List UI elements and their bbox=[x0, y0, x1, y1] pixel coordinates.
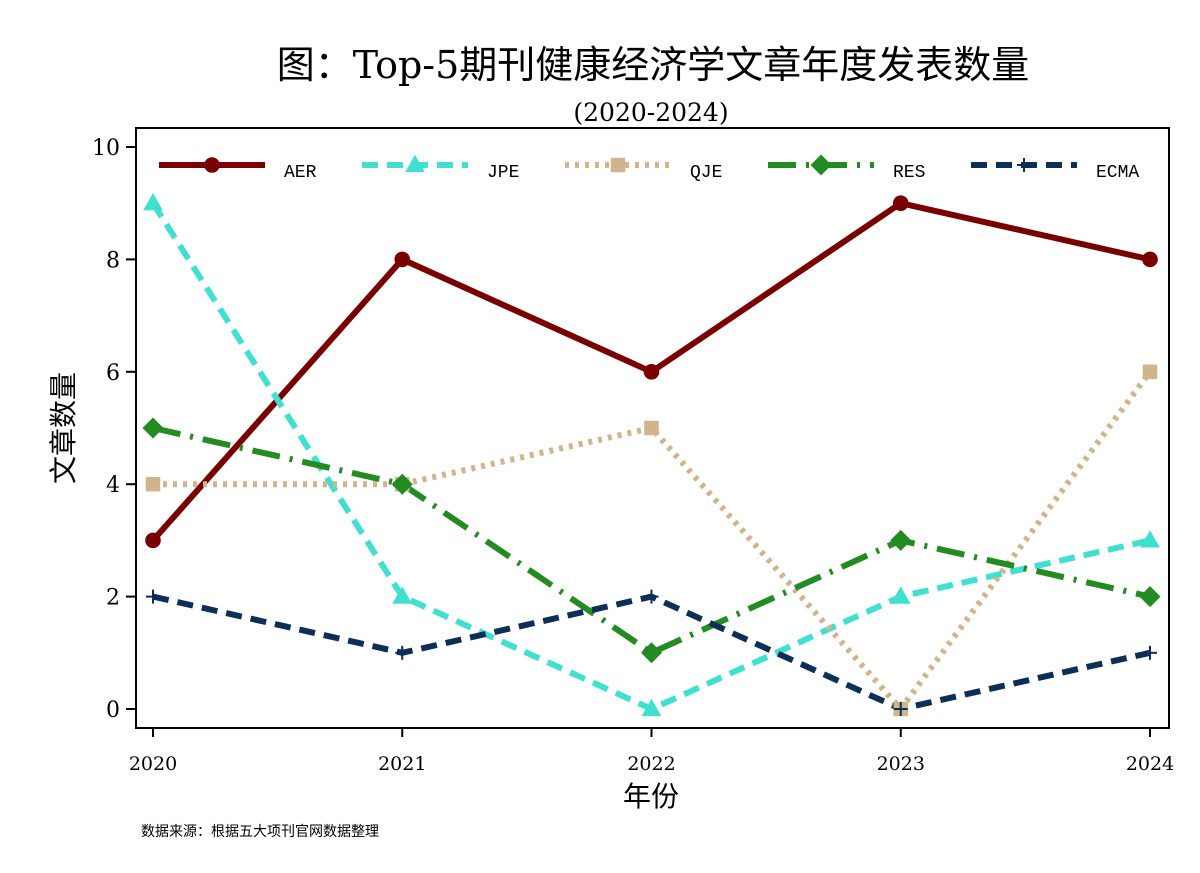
legend: AER JPE QJE RES ECMA bbox=[159, 154, 1139, 183]
data-point-jpe-2020 bbox=[143, 193, 163, 211]
x-tick-label: 2024 bbox=[1126, 753, 1174, 775]
series-line-res bbox=[152, 425, 1151, 656]
source-note: 数据来源：根据五大项刊官网数据整理 bbox=[141, 824, 379, 840]
data-point-qje-2024 bbox=[1142, 364, 1158, 380]
data-point-jpe-2022 bbox=[641, 698, 662, 717]
legend-item-res: RES bbox=[768, 154, 925, 183]
x-tick-label: 2023 bbox=[877, 753, 925, 775]
data-point-ecma-2024 bbox=[1143, 645, 1157, 660]
x-tick-label: 2020 bbox=[129, 753, 177, 775]
chart-title: 图：Top-5期刊健康经济学文章年度发表数量 bbox=[277, 43, 1030, 87]
data-point-qje-2022 bbox=[644, 420, 659, 436]
y-tick-label: 6 bbox=[106, 361, 120, 386]
legend-marker-qje bbox=[610, 157, 626, 173]
legend-item-ecma: ECMA bbox=[971, 158, 1139, 183]
data-point-jpe-2023 bbox=[890, 586, 911, 604]
legend-item-aer: AER bbox=[159, 157, 317, 183]
data-point-ecma-2020 bbox=[146, 589, 160, 604]
legend-item-jpe: JPE bbox=[362, 154, 519, 183]
y-axis-title: 文章数量 bbox=[47, 372, 80, 484]
data-point-res-2024 bbox=[1139, 586, 1161, 608]
data-point-aer-2021 bbox=[394, 251, 411, 268]
data-point-aer-2023 bbox=[892, 195, 909, 211]
x-axis: 2020 2021 2022 2023 2024 bbox=[129, 728, 1174, 775]
series-markers bbox=[142, 193, 1161, 717]
series-line-qje bbox=[153, 370, 1153, 712]
legend-label-jpe: JPE bbox=[487, 163, 519, 183]
data-point-ecma-2022 bbox=[644, 589, 659, 604]
y-tick-label: 8 bbox=[106, 248, 120, 273]
y-tick-label: 10 bbox=[92, 136, 120, 161]
legend-marker-res bbox=[810, 154, 832, 176]
data-point-res-2020 bbox=[142, 417, 164, 439]
legend-marker-aer bbox=[204, 157, 220, 173]
legend-label-aer: AER bbox=[284, 163, 317, 183]
data-point-res-2021 bbox=[391, 473, 413, 495]
data-point-jpe-2024 bbox=[1140, 530, 1160, 548]
data-point-res-2022 bbox=[641, 642, 662, 664]
data-point-qje-2020 bbox=[145, 476, 161, 492]
y-tick-label: 0 bbox=[106, 698, 120, 723]
y-tick-label: 4 bbox=[106, 473, 120, 498]
x-axis-title: 年份 bbox=[623, 780, 679, 813]
x-tick-label: 2021 bbox=[378, 753, 426, 775]
data-point-ecma-2023 bbox=[893, 702, 908, 716]
y-tick-label: 2 bbox=[106, 586, 120, 611]
data-point-aer-2024 bbox=[1142, 251, 1158, 268]
chart-subtitle: (2020-2024) bbox=[573, 98, 728, 127]
y-axis: 0 2 4 6 8 10 bbox=[92, 136, 136, 723]
legend-label-ecma: ECMA bbox=[1096, 163, 1139, 183]
data-point-jpe-2021 bbox=[392, 586, 413, 604]
legend-label-qje: QJE bbox=[690, 163, 722, 183]
legend-marker-ecma bbox=[1017, 158, 1031, 172]
x-tick-label: 2022 bbox=[627, 753, 675, 775]
data-point-res-2023 bbox=[890, 529, 912, 551]
legend-item-qje: QJE bbox=[565, 157, 722, 183]
data-point-aer-2022 bbox=[643, 364, 660, 380]
data-point-ecma-2021 bbox=[395, 645, 410, 660]
legend-marker-jpe bbox=[405, 154, 425, 173]
legend-label-res: RES bbox=[893, 163, 925, 183]
data-point-aer-2020 bbox=[145, 532, 161, 549]
